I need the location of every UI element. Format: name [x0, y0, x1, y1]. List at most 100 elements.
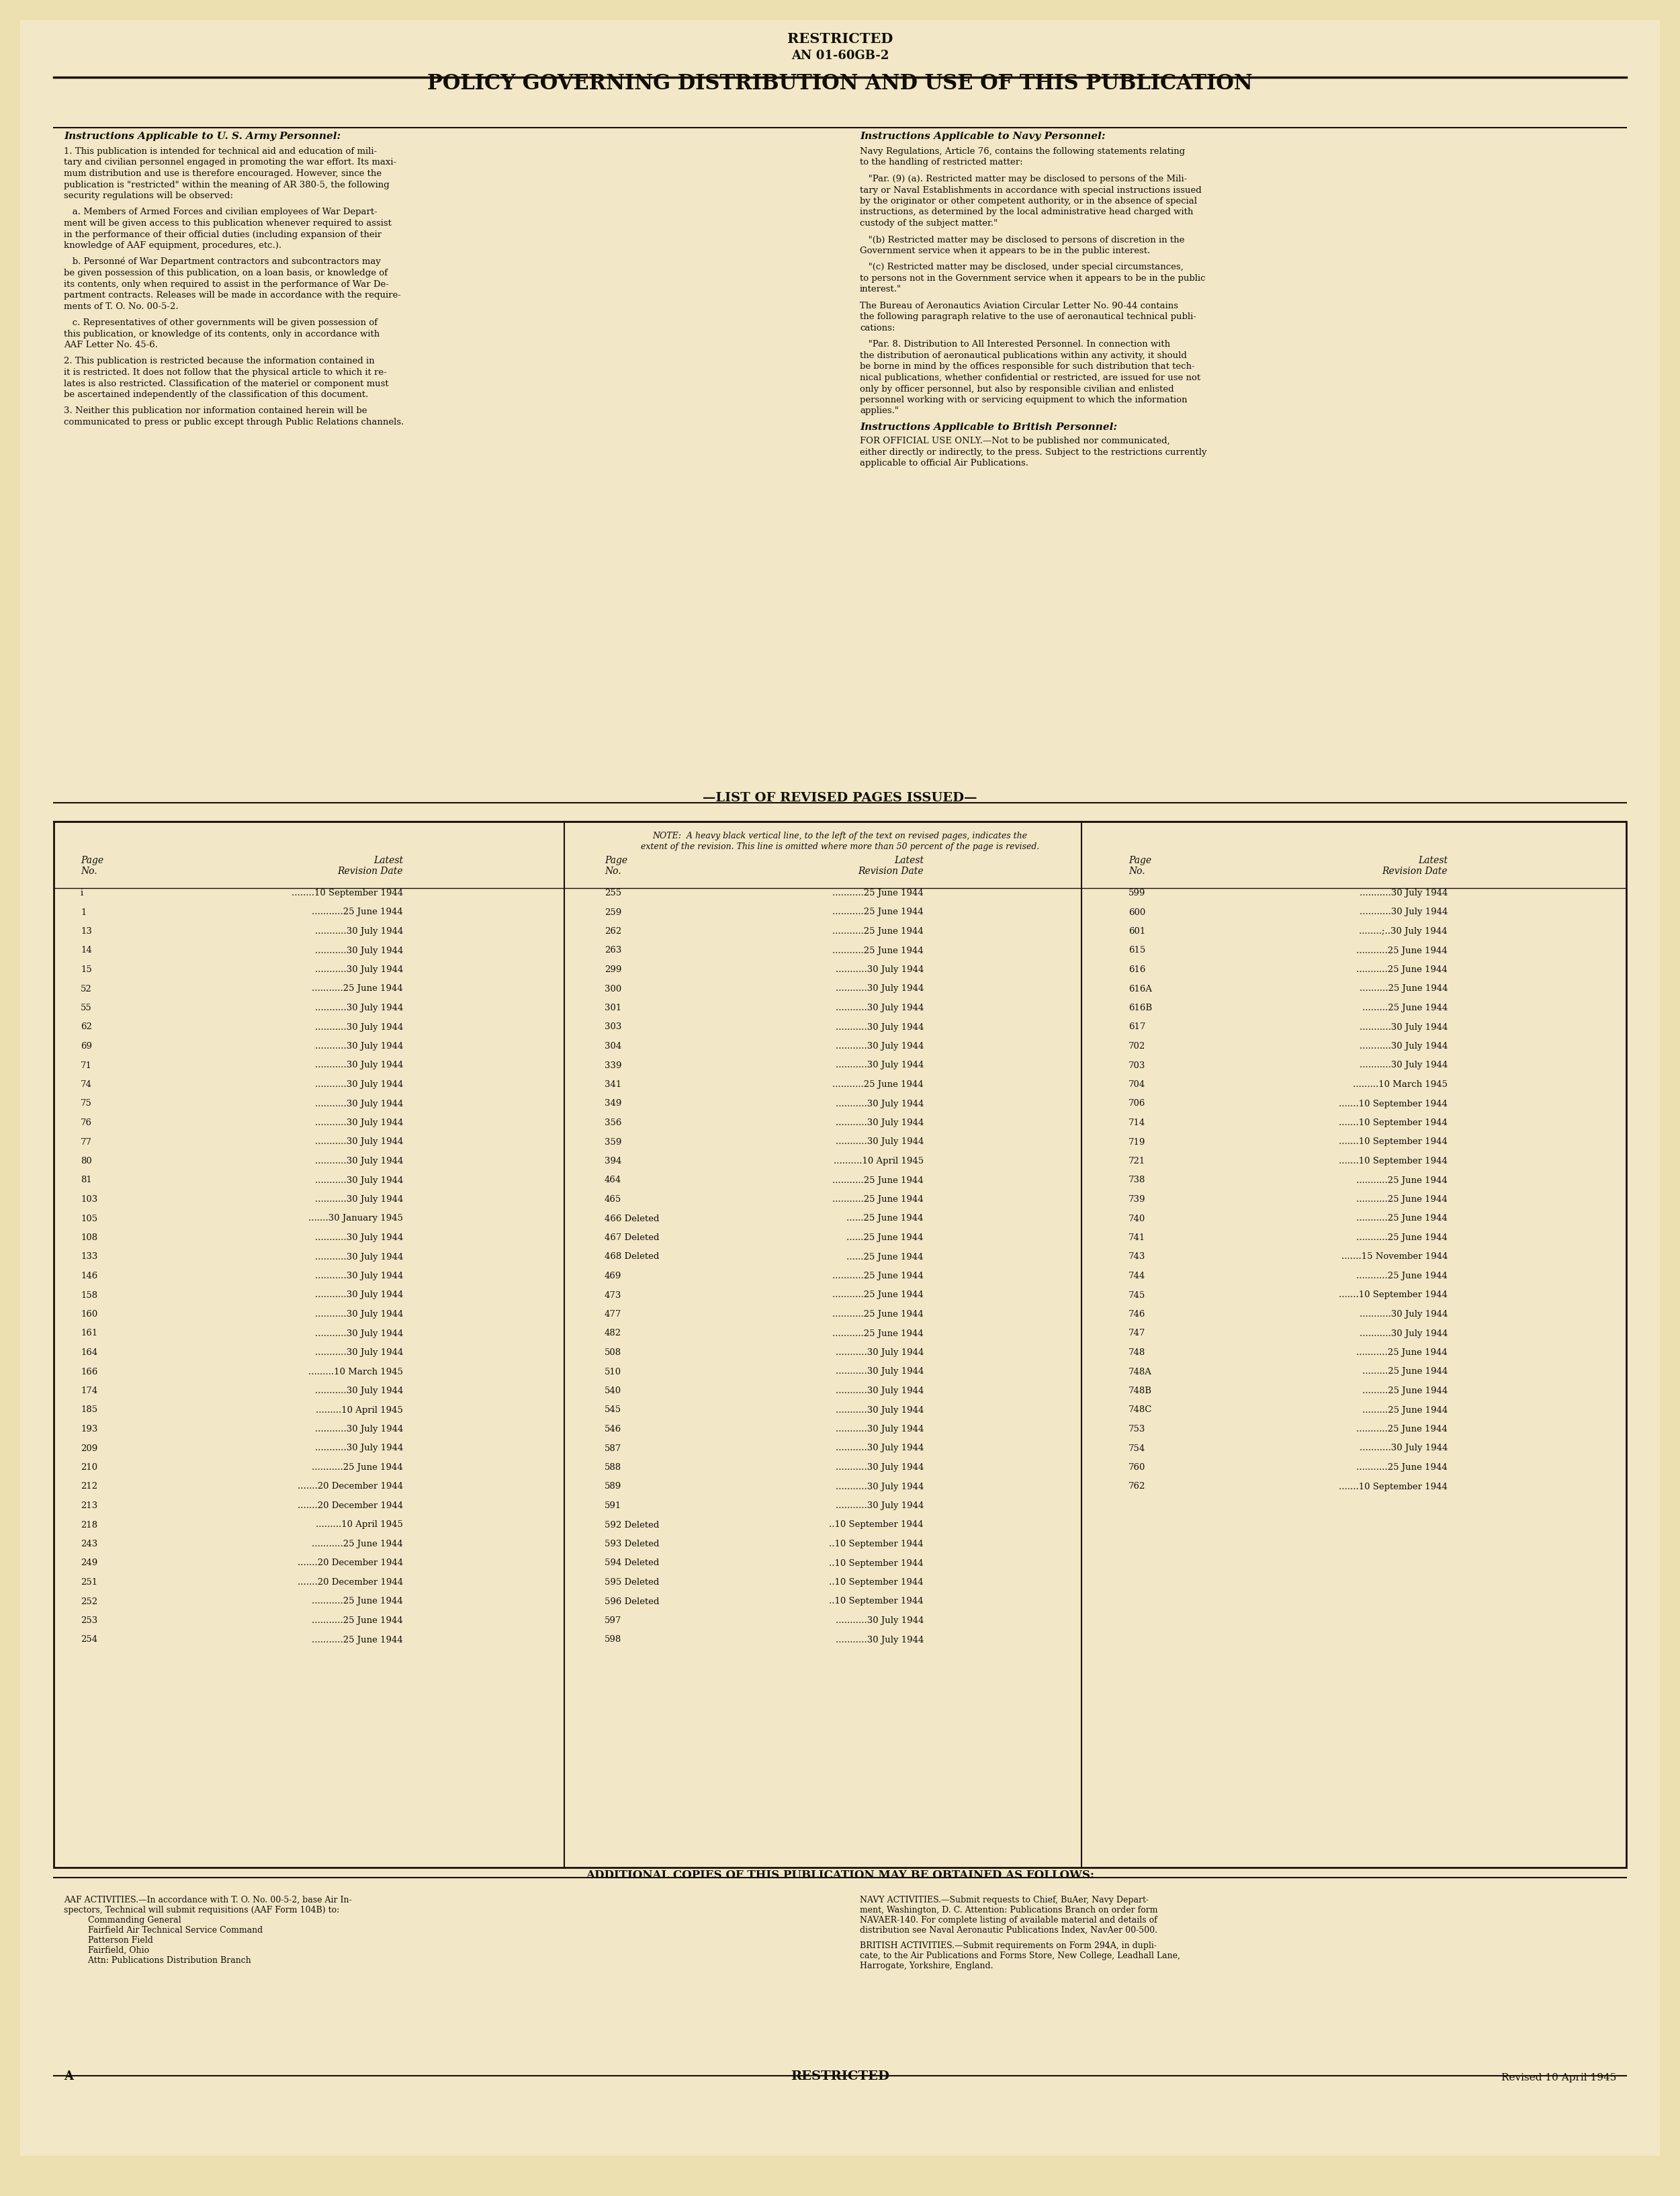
Text: —LIST OF REVISED PAGES ISSUED—: —LIST OF REVISED PAGES ISSUED— — [702, 793, 978, 804]
Text: .........10 April 1945: .........10 April 1945 — [316, 1405, 403, 1414]
Text: 721: 721 — [1129, 1157, 1146, 1166]
Text: 510: 510 — [605, 1368, 622, 1377]
Text: 616B: 616B — [1129, 1004, 1152, 1012]
Text: Revision Date: Revision Date — [858, 867, 924, 876]
Text: 74: 74 — [81, 1080, 92, 1089]
Text: ...........30 July 1944: ...........30 July 1944 — [314, 1291, 403, 1300]
Text: .......10 September 1944: .......10 September 1944 — [1339, 1291, 1448, 1300]
Text: in the performance of their official duties (including expansion of their: in the performance of their official dut… — [64, 231, 381, 239]
Text: 193: 193 — [81, 1425, 97, 1434]
Text: .........10 March 1945: .........10 March 1945 — [1352, 1080, 1448, 1089]
Text: 617: 617 — [1129, 1023, 1146, 1032]
Text: partment contracts. Releases will be made in accordance with the require-: partment contracts. Releases will be mad… — [64, 290, 402, 299]
Text: ..........10 April 1945: ..........10 April 1945 — [833, 1157, 924, 1166]
Text: 744: 744 — [1129, 1271, 1146, 1280]
Text: 740: 740 — [1129, 1214, 1146, 1223]
Text: ...........30 July 1944: ...........30 July 1944 — [835, 984, 924, 993]
Text: No.: No. — [605, 867, 622, 876]
Text: 212: 212 — [81, 1482, 97, 1491]
Text: ADDITIONAL COPIES OF THIS PUBLICATION MAY BE OBTAINED AS FOLLOWS:: ADDITIONAL COPIES OF THIS PUBLICATION MA… — [586, 1869, 1094, 1882]
Text: 714: 714 — [1129, 1118, 1146, 1127]
Text: The Bureau of Aeronautics Aviation Circular Letter No. 90-44 contains: The Bureau of Aeronautics Aviation Circu… — [860, 301, 1178, 310]
Text: Instructions Applicable to U. S. Army Personnel:: Instructions Applicable to U. S. Army Pe… — [64, 132, 341, 141]
Text: ...........25 June 1944: ...........25 June 1944 — [1356, 1271, 1448, 1280]
Text: 466 Deleted: 466 Deleted — [605, 1214, 659, 1223]
Text: 467 Deleted: 467 Deleted — [605, 1234, 659, 1243]
Text: 105: 105 — [81, 1214, 97, 1223]
Text: 255: 255 — [605, 889, 622, 898]
Text: 160: 160 — [81, 1311, 97, 1318]
Text: ...........30 July 1944: ...........30 July 1944 — [835, 1061, 924, 1069]
Text: personnel working with or servicing equipment to which the information: personnel working with or servicing equi… — [860, 395, 1188, 404]
Text: ...........25 June 1944: ...........25 June 1944 — [1356, 966, 1448, 975]
Text: 253: 253 — [81, 1616, 97, 1625]
Text: 80: 80 — [81, 1157, 92, 1166]
Text: knowledge of AAF equipment, procedures, etc.).: knowledge of AAF equipment, procedures, … — [64, 242, 282, 250]
Text: 508: 508 — [605, 1348, 622, 1357]
Text: 545: 545 — [605, 1405, 622, 1414]
Text: ...........30 July 1944: ...........30 July 1944 — [314, 1195, 403, 1203]
Text: ...........30 July 1944: ...........30 July 1944 — [1359, 889, 1448, 898]
Text: 594 Deleted: 594 Deleted — [605, 1559, 659, 1568]
Text: 719: 719 — [1129, 1138, 1146, 1146]
Text: ...........25 June 1944: ...........25 June 1944 — [1356, 1234, 1448, 1243]
Text: 2. This publication is restricted because the information contained in: 2. This publication is restricted becaus… — [64, 358, 375, 367]
Text: No.: No. — [81, 867, 97, 876]
Text: "Par. 8. Distribution to All Interested Personnel. In connection with: "Par. 8. Distribution to All Interested … — [860, 340, 1171, 349]
Text: 339: 339 — [605, 1061, 622, 1069]
Text: ...........30 July 1944: ...........30 July 1944 — [835, 1616, 924, 1625]
Text: 597: 597 — [605, 1616, 622, 1625]
Text: 52: 52 — [81, 984, 92, 993]
Text: 13: 13 — [81, 927, 92, 935]
Text: 743: 743 — [1129, 1252, 1146, 1261]
Text: ...........25 June 1944: ...........25 June 1944 — [1356, 1348, 1448, 1357]
Text: .........25 June 1944: .........25 June 1944 — [1362, 1368, 1448, 1377]
Text: only by officer personnel, but also by responsible civilian and enlisted: only by officer personnel, but also by r… — [860, 384, 1174, 393]
Text: a. Members of Armed Forces and civilian employees of War Depart-: a. Members of Armed Forces and civilian … — [64, 209, 378, 217]
Text: 595 Deleted: 595 Deleted — [605, 1579, 659, 1588]
Text: ...........30 July 1944: ...........30 July 1944 — [314, 1004, 403, 1012]
Text: AAF ACTIVITIES.—In accordance with T. O. No. 00-5-2, base Air In-: AAF ACTIVITIES.—In accordance with T. O.… — [64, 1895, 351, 1904]
Text: ......25 June 1944: ......25 June 1944 — [847, 1234, 924, 1243]
Text: ...........30 July 1944: ...........30 July 1944 — [314, 1425, 403, 1434]
Text: ...........30 July 1944: ...........30 July 1944 — [835, 1138, 924, 1146]
Text: ...........30 July 1944: ...........30 July 1944 — [314, 1329, 403, 1337]
Text: be given possession of this publication, on a loan basis, or knowledge of: be given possession of this publication,… — [64, 268, 388, 277]
Text: 588: 588 — [605, 1463, 622, 1471]
Text: 465: 465 — [605, 1195, 622, 1203]
Text: ...........25 June 1944: ...........25 June 1944 — [312, 1596, 403, 1605]
Text: 482: 482 — [605, 1329, 622, 1337]
Text: Revision Date: Revision Date — [338, 867, 403, 876]
Text: cate, to the Air Publications and Forms Store, New College, Leadhall Lane,: cate, to the Air Publications and Forms … — [860, 1952, 1179, 1961]
Text: Page: Page — [605, 856, 628, 865]
Text: ..10 September 1944: ..10 September 1944 — [830, 1539, 924, 1548]
Text: 477: 477 — [605, 1311, 622, 1318]
Text: ment will be given access to this publication whenever required to assist: ment will be given access to this public… — [64, 220, 391, 228]
Text: ......25 June 1944: ......25 June 1944 — [847, 1214, 924, 1223]
Text: tary or Naval Establishments in accordance with special instructions issued: tary or Naval Establishments in accordan… — [860, 187, 1201, 195]
Text: AN 01-60GB-2: AN 01-60GB-2 — [791, 51, 889, 61]
Text: Revision Date: Revision Date — [1383, 867, 1448, 876]
Text: Instructions Applicable to Navy Personnel:: Instructions Applicable to Navy Personne… — [860, 132, 1105, 141]
Text: .......10 September 1944: .......10 September 1944 — [1339, 1138, 1448, 1146]
Text: "Par. (9) (a). Restricted matter may be disclosed to persons of the Mili-: "Par. (9) (a). Restricted matter may be … — [860, 176, 1188, 184]
Text: ...........25 June 1944: ...........25 June 1944 — [833, 1311, 924, 1318]
Text: i: i — [81, 889, 84, 898]
Text: ...........30 July 1944: ...........30 July 1944 — [835, 1463, 924, 1471]
Text: ...........25 June 1944: ...........25 June 1944 — [1356, 1425, 1448, 1434]
Text: ...........30 July 1944: ...........30 July 1944 — [314, 1118, 403, 1127]
Text: the following paragraph relative to the use of aeronautical technical publi-: the following paragraph relative to the … — [860, 312, 1196, 321]
Text: ...........30 July 1944: ...........30 July 1944 — [314, 1061, 403, 1069]
Text: ...........30 July 1944: ...........30 July 1944 — [314, 1348, 403, 1357]
Text: ...........25 June 1944: ...........25 June 1944 — [833, 927, 924, 935]
Text: ...........25 June 1944: ...........25 June 1944 — [312, 1463, 403, 1471]
Text: ...........25 June 1944: ...........25 June 1944 — [833, 1195, 924, 1203]
Text: ...........30 July 1944: ...........30 July 1944 — [835, 1041, 924, 1050]
Text: ..10 September 1944: ..10 September 1944 — [830, 1596, 924, 1605]
Text: 254: 254 — [81, 1636, 97, 1645]
Text: 243: 243 — [81, 1539, 97, 1548]
Text: communicated to press or public except through Public Relations channels.: communicated to press or public except t… — [64, 417, 403, 426]
Text: 81: 81 — [81, 1175, 92, 1184]
Text: ...........30 July 1944: ...........30 July 1944 — [314, 1080, 403, 1089]
Text: 704: 704 — [1129, 1080, 1146, 1089]
